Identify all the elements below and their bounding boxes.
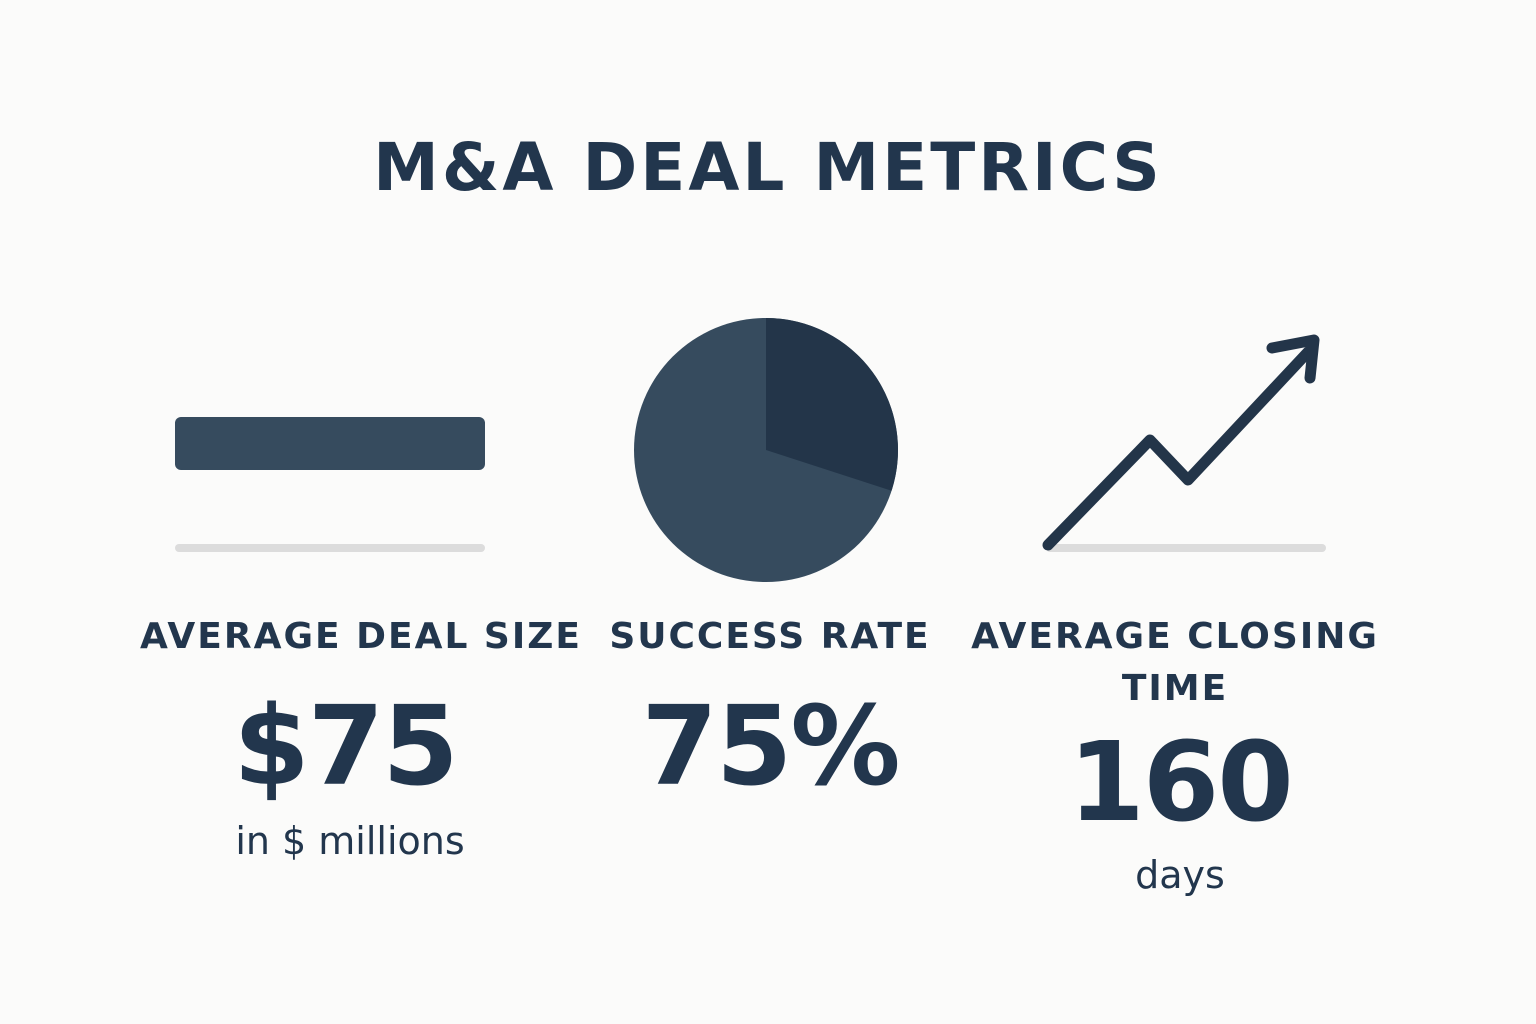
pie-icon — [634, 318, 899, 582]
metric-label-deal-size: AVERAGE DEAL SIZE — [140, 616, 582, 657]
trend-up-arrow-icon — [1042, 334, 1326, 552]
metric-value-success-rate: 75% — [641, 682, 900, 810]
metric-unit-deal-size: in $ millions — [235, 819, 465, 863]
bar-icon — [175, 417, 485, 552]
bar-shape — [175, 417, 485, 470]
metric-value-deal-size: $75 — [233, 682, 459, 810]
metric-unit-closing-time: days — [1135, 853, 1225, 897]
metric-value-closing-time: 160 — [1068, 718, 1294, 846]
trend-arrow-head — [1266, 334, 1320, 384]
pie-slice-highlight — [766, 318, 899, 491]
metric-label-closing-time-line2: TIME — [1121, 668, 1229, 709]
metric-label-closing-time-line1: AVERAGE CLOSING — [971, 616, 1379, 657]
metric-label-success-rate: SUCCESS RATE — [609, 616, 931, 657]
trend-baseline — [1046, 544, 1326, 552]
trend-line — [1042, 346, 1314, 551]
bar-baseline — [175, 544, 485, 552]
page-title: M&A DEAL METRICS — [373, 129, 1163, 206]
